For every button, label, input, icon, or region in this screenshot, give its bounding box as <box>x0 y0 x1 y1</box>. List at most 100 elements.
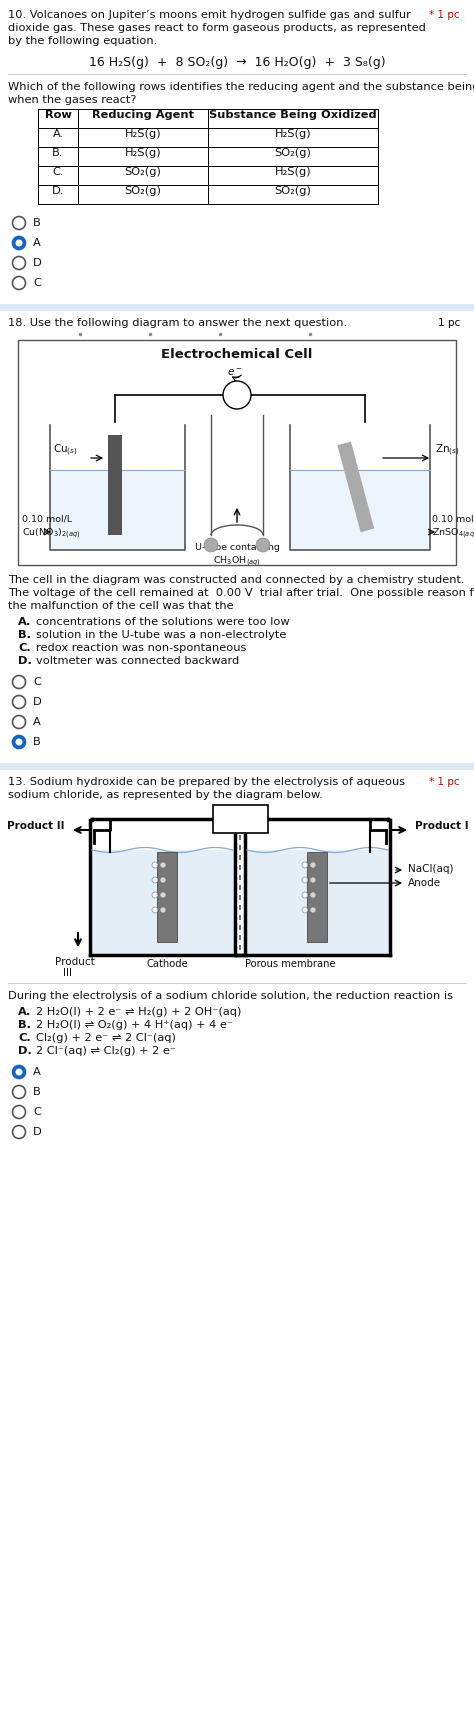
Text: SO₂(g): SO₂(g) <box>125 185 162 195</box>
Circle shape <box>160 877 166 883</box>
Text: 0.10 mol/L: 0.10 mol/L <box>22 515 72 524</box>
Text: Zn$_{(s)}$: Zn$_{(s)}$ <box>435 442 460 457</box>
Text: NaCl(aq): NaCl(aq) <box>408 865 454 875</box>
Circle shape <box>302 892 308 899</box>
Text: Substance Being Oxidized: Substance Being Oxidized <box>209 110 377 120</box>
Text: Porous membrane: Porous membrane <box>245 959 336 969</box>
Circle shape <box>160 863 166 868</box>
Text: A: A <box>33 238 41 248</box>
Text: C: C <box>33 1108 41 1116</box>
Text: During the electrolysis of a sodium chloride solution, the reduction reaction is: During the electrolysis of a sodium chlo… <box>8 991 453 1002</box>
Circle shape <box>16 738 22 745</box>
Text: U-tube containing: U-tube containing <box>194 543 280 551</box>
Text: B.: B. <box>18 1020 31 1031</box>
Circle shape <box>152 892 158 899</box>
Text: 10. Volcanoes on Jupiter’s moons emit hydrogen sulfide gas and sulfur: 10. Volcanoes on Jupiter’s moons emit hy… <box>8 10 411 21</box>
Text: by the following equation.: by the following equation. <box>8 36 157 46</box>
Circle shape <box>152 877 158 883</box>
Text: H₂S(g): H₂S(g) <box>125 128 161 139</box>
Text: 18. Use the following diagram to answer the next question.: 18. Use the following diagram to answer … <box>8 318 347 329</box>
Text: voltmeter was connected backward: voltmeter was connected backward <box>36 656 239 666</box>
Bar <box>18 341 456 565</box>
Circle shape <box>12 716 26 729</box>
Text: Cathode: Cathode <box>146 959 188 969</box>
Text: A: A <box>33 1067 41 1077</box>
Circle shape <box>12 695 26 709</box>
Text: A: A <box>33 717 41 728</box>
Text: source: source <box>224 822 256 832</box>
Circle shape <box>310 863 316 868</box>
Text: Cu(NO$_3$)$_{2(aq)}$: Cu(NO$_3$)$_{2(aq)}$ <box>22 527 81 541</box>
Circle shape <box>160 907 166 912</box>
Circle shape <box>12 1065 26 1079</box>
Text: Which of the following rows identifies the reducing agent and the substance bein: Which of the following rows identifies t… <box>8 82 474 92</box>
Bar <box>50 471 185 550</box>
Text: 2 Cl⁻(aq) ⇌ Cl₂(g) + 2 e⁻: 2 Cl⁻(aq) ⇌ Cl₂(g) + 2 e⁻ <box>36 1046 176 1056</box>
Text: redox reaction was non‐spontaneous: redox reaction was non‐spontaneous <box>36 644 246 652</box>
Circle shape <box>302 907 308 912</box>
Circle shape <box>302 863 308 868</box>
Circle shape <box>152 863 158 868</box>
Circle shape <box>310 877 316 883</box>
Bar <box>290 471 430 550</box>
Text: Cu$_{(s)}$: Cu$_{(s)}$ <box>53 442 78 457</box>
Text: sodium chloride, as represented by the diagram below.: sodium chloride, as represented by the d… <box>8 789 323 800</box>
Text: Reducing Agent: Reducing Agent <box>92 110 194 120</box>
Circle shape <box>16 1068 22 1075</box>
Text: Power: Power <box>225 813 255 823</box>
Text: the malfunction of the cell was that the: the malfunction of the cell was that the <box>8 601 234 611</box>
Text: D: D <box>33 259 42 269</box>
Text: * 1 pc: * 1 pc <box>429 777 460 788</box>
Circle shape <box>152 907 158 912</box>
Text: C.: C. <box>52 166 64 176</box>
Bar <box>0 305 474 312</box>
Bar <box>307 853 327 942</box>
Text: 2 H₂O(l) ⇌ O₂(g) + 4 H⁺(aq) + 4 e⁻: 2 H₂O(l) ⇌ O₂(g) + 4 H⁺(aq) + 4 e⁻ <box>36 1020 233 1031</box>
Text: The voltage of the cell remained at  0.00 V  trial after trial.  One possible re: The voltage of the cell remained at 0.00… <box>8 587 474 597</box>
Text: SO₂(g): SO₂(g) <box>274 147 311 158</box>
Circle shape <box>12 277 26 289</box>
Text: III: III <box>63 967 72 978</box>
Bar <box>337 442 374 532</box>
Circle shape <box>223 382 251 409</box>
Text: Product II: Product II <box>8 822 65 830</box>
Text: V: V <box>233 383 241 397</box>
Text: $e^-$: $e^-$ <box>227 366 243 378</box>
Circle shape <box>160 892 166 899</box>
Text: H₂S(g): H₂S(g) <box>275 166 311 176</box>
Text: A.: A. <box>53 128 64 139</box>
Circle shape <box>12 236 26 250</box>
Text: C: C <box>33 277 41 288</box>
Circle shape <box>12 216 26 229</box>
Text: SO₂(g): SO₂(g) <box>274 185 311 195</box>
Text: concentrations of the solutions were too low: concentrations of the solutions were too… <box>36 616 290 627</box>
Text: Product I: Product I <box>415 822 469 830</box>
Text: 1 pc: 1 pc <box>438 318 460 329</box>
Text: solution in the U-tube was a non-electrolyte: solution in the U-tube was a non-electro… <box>36 630 286 640</box>
Text: B.: B. <box>52 147 64 158</box>
Text: 16 H₂S(g)  +  8 SO₂(g)  →  16 H₂O(g)  +  3 S₈(g): 16 H₂S(g) + 8 SO₂(g) → 16 H₂O(g) + 3 S₈(… <box>89 56 385 68</box>
Circle shape <box>310 892 316 899</box>
Text: Electrochemical Cell: Electrochemical Cell <box>161 348 313 361</box>
Circle shape <box>12 257 26 269</box>
Text: Cl₂(g) + 2 e⁻ ⇌ 2 Cl⁻(aq): Cl₂(g) + 2 e⁻ ⇌ 2 Cl⁻(aq) <box>36 1032 176 1043</box>
Circle shape <box>12 736 26 748</box>
Text: 13. Sodium hydroxide can be prepared by the electrolysis of aqueous: 13. Sodium hydroxide can be prepared by … <box>8 777 405 788</box>
Text: A.: A. <box>18 1007 31 1017</box>
Circle shape <box>204 538 218 551</box>
Text: * 1 pc: * 1 pc <box>429 10 460 21</box>
Circle shape <box>302 877 308 883</box>
Bar <box>0 764 474 770</box>
Text: when the gases react?: when the gases react? <box>8 94 137 104</box>
Bar <box>157 853 177 942</box>
Circle shape <box>12 1125 26 1138</box>
Text: The cell in the diagram was constructed and connected by a chemistry student.: The cell in the diagram was constructed … <box>8 575 465 586</box>
Text: D.: D. <box>52 185 64 195</box>
Text: B: B <box>33 1087 41 1097</box>
Bar <box>91 849 234 954</box>
Text: B: B <box>33 736 41 746</box>
Text: B: B <box>33 217 41 228</box>
Circle shape <box>12 676 26 688</box>
Text: D.: D. <box>18 656 32 666</box>
Text: B.: B. <box>18 630 31 640</box>
